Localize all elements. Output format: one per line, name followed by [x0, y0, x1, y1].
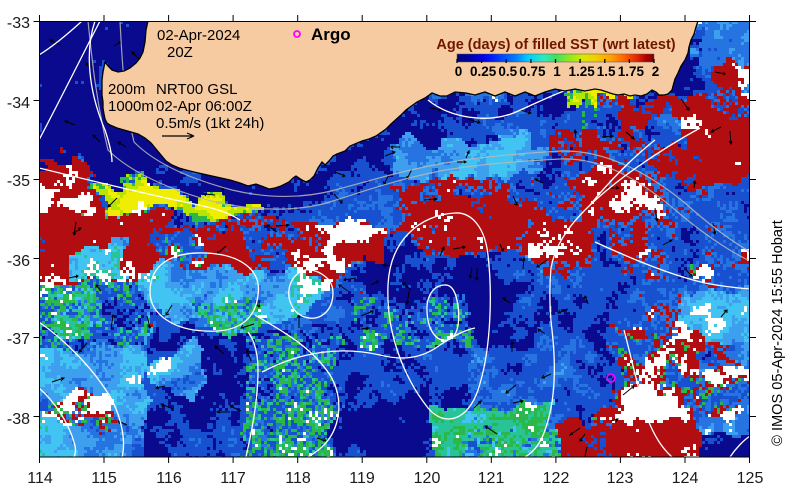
svg-text:-36: -36 [7, 253, 30, 270]
svg-text:116: 116 [156, 470, 182, 487]
svg-text:-33: -33 [7, 15, 30, 32]
svg-text:122: 122 [543, 470, 570, 487]
svg-text:Argo: Argo [311, 25, 351, 44]
svg-text:0: 0 [455, 64, 463, 79]
svg-text:118: 118 [285, 470, 311, 487]
svg-text:02-Apr 06:00Z: 02-Apr 06:00Z [156, 98, 252, 115]
svg-text:-35: -35 [7, 173, 30, 190]
svg-text:0.75: 0.75 [519, 64, 546, 79]
svg-text:200m: 200m [108, 81, 146, 98]
svg-text:1.5: 1.5 [597, 64, 616, 79]
svg-text:0.5: 0.5 [498, 64, 517, 79]
svg-text:1.25: 1.25 [568, 64, 595, 79]
svg-text:© IMOS 05-Apr-2024 15:55 Hobar: © IMOS 05-Apr-2024 15:55 Hobart [770, 220, 786, 446]
svg-text:1: 1 [553, 64, 561, 79]
svg-text:120: 120 [414, 470, 441, 487]
svg-text:20Z: 20Z [167, 44, 193, 61]
svg-text:-37: -37 [7, 331, 30, 348]
svg-text:NRT00 GSL: NRT00 GSL [156, 81, 237, 98]
svg-text:Age (days) of filled SST (wrt: Age (days) of filled SST (wrt latest) [436, 37, 675, 53]
svg-text:0.5m/s (1kt 24h): 0.5m/s (1kt 24h) [156, 115, 264, 132]
svg-text:114: 114 [27, 470, 53, 487]
svg-text:124: 124 [672, 470, 699, 487]
svg-text:02-Apr-2024: 02-Apr-2024 [157, 27, 240, 44]
svg-text:0.25: 0.25 [470, 64, 497, 79]
svg-text:1000m: 1000m [108, 98, 154, 115]
svg-text:121: 121 [478, 470, 505, 487]
svg-text:125: 125 [737, 470, 764, 487]
svg-text:115: 115 [91, 470, 117, 487]
svg-text:-38: -38 [7, 411, 30, 428]
svg-text:-34: -34 [7, 95, 30, 112]
svg-text:117: 117 [220, 470, 246, 487]
svg-text:1.75: 1.75 [618, 64, 645, 79]
svg-text:119: 119 [349, 470, 375, 487]
svg-text:2: 2 [652, 64, 660, 79]
svg-text:123: 123 [607, 470, 634, 487]
